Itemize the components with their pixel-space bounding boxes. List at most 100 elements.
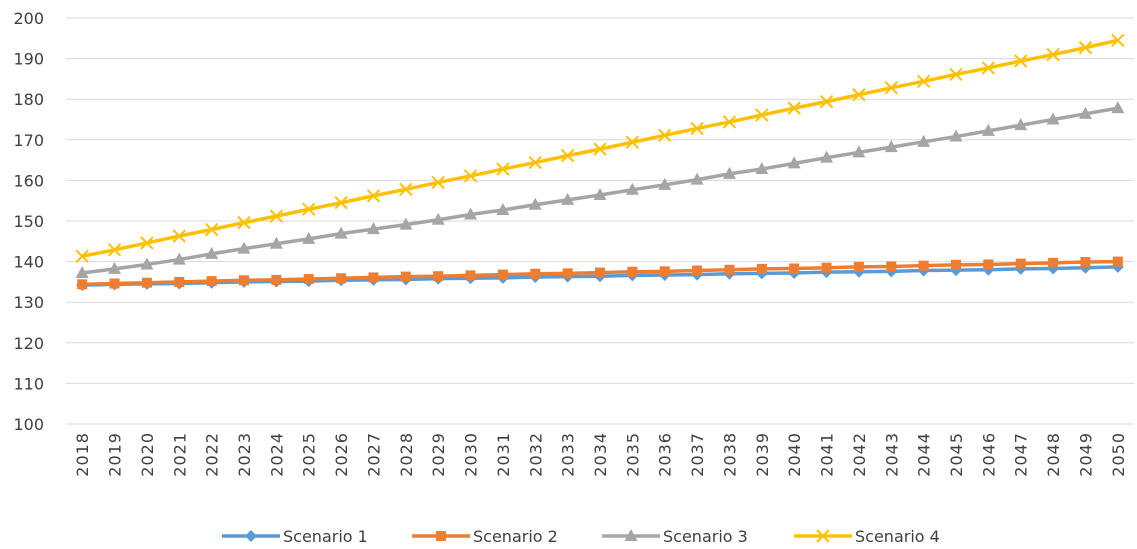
data-point [206,276,217,287]
data-point [853,261,864,272]
data-point [787,156,801,169]
x-tick-label: 2024 [267,432,286,477]
data-point [172,252,186,265]
x-tick-label: 2039 [753,432,772,477]
data-point [949,129,963,142]
data-point [336,273,347,284]
data-point [239,275,249,286]
data-point [107,243,122,257]
data-point [464,207,478,220]
data-point [400,271,411,282]
data-point [1046,47,1060,62]
x-tick-label: 2047 [1012,432,1031,477]
data-point [819,94,834,109]
legend-entry: Scenario 3 [602,527,748,546]
x-tick-label: 2032 [526,432,545,477]
data-point [692,265,703,276]
legend-label: Scenario 1 [283,527,368,546]
data-point [497,269,508,280]
x-tick-label: 2043 [882,432,901,477]
data-point [75,249,89,264]
series-lines [75,33,1125,292]
data-point [690,121,704,136]
data-point [918,260,929,271]
data-point [465,270,476,281]
x-tick-label: 2025 [300,432,319,477]
data-point [1111,33,1125,48]
data-point [463,169,478,183]
x-tick-label: 2026 [332,432,351,477]
data-point [949,67,963,82]
data-point [690,172,704,185]
y-tick-label: 180 [13,90,44,109]
x-tick-label: 2045 [947,432,966,477]
gridlines [66,17,1134,425]
x-tick-label: 2028 [397,432,416,477]
data-point [1112,256,1123,267]
data-point [366,189,381,203]
data-point [530,268,541,279]
data-point [593,188,607,201]
x-tick-label: 2046 [979,432,998,477]
series-4 [75,33,1125,264]
y-tick-label: 130 [13,293,44,312]
data-point [1080,257,1091,268]
data-point [334,196,348,210]
data-point [951,259,961,270]
x-tick-label: 2034 [591,432,610,477]
data-point [399,182,413,197]
data-point [1014,54,1028,68]
x-tick-label: 2035 [623,432,642,477]
data-point [496,162,510,176]
data-point [724,264,735,275]
y-tick-label: 200 [13,9,44,28]
x-tick-label: 2042 [850,432,869,477]
data-point [981,61,996,75]
data-point [917,134,931,147]
data-point [431,212,445,225]
legend-marker [624,529,638,541]
data-point [1111,101,1125,114]
data-point [1046,112,1060,125]
data-point [205,246,219,259]
x-tick-label: 2036 [656,432,675,477]
data-point [366,222,380,235]
data-point [1078,40,1093,55]
data-point [756,263,767,274]
x-tick-label: 2044 [915,432,934,477]
data-point [884,81,898,95]
x-tick-label: 2037 [688,432,707,477]
x-axis-tick-labels: 2018 2019 2020 2021 2022 2023 2024 2025 2026 2027… [73,432,1128,477]
data-point [172,229,186,243]
data-point [237,215,251,230]
legend-entry: Scenario 4 [794,527,940,546]
legend-marker [816,529,830,543]
data-point [852,88,866,102]
data-point [562,268,573,279]
data-point [108,261,122,274]
x-tick-label: 2041 [818,432,837,477]
data-point [368,272,379,283]
data-point [1048,257,1059,268]
x-tick-label: 2030 [462,432,481,477]
data-point [595,267,605,278]
data-point [302,202,316,216]
x-tick-label: 2020 [138,432,157,477]
y-tick-label: 110 [13,374,44,393]
legend-entry: Scenario 1 [222,527,368,546]
x-tick-label: 2021 [170,432,189,477]
data-point [755,162,769,175]
data-point [269,209,284,223]
legend-marker [245,530,257,542]
data-point [528,155,542,170]
data-point [787,101,801,115]
data-point [560,148,575,163]
data-point [821,262,832,273]
data-point [981,123,995,136]
legend-label: Scenario 4 [855,527,940,546]
data-point [658,177,672,190]
data-point [109,278,120,289]
data-point [627,266,638,277]
series-2 [77,256,1123,290]
